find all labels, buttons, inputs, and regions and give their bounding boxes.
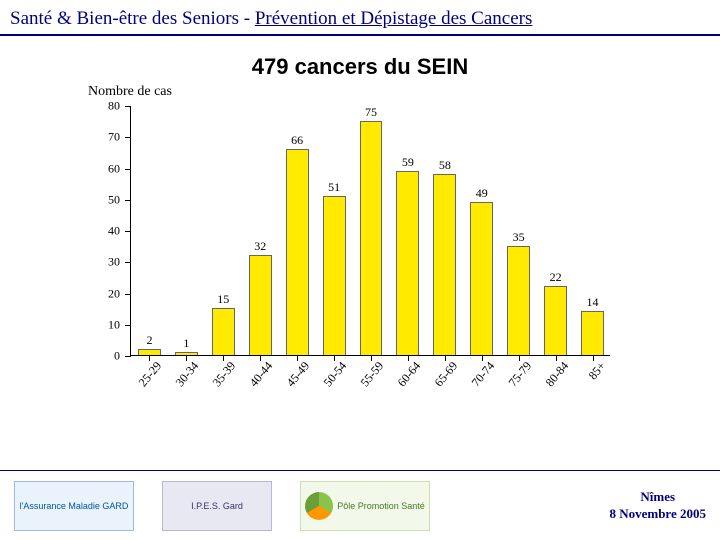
bar: 15 [212, 308, 235, 355]
bar-value-label: 49 [476, 186, 488, 201]
x-tick [408, 355, 409, 361]
x-tick [297, 355, 298, 361]
x-tick-label: 50-54 [321, 359, 350, 390]
bar-value-label: 15 [217, 292, 229, 307]
y-tick-label: 80 [108, 99, 120, 114]
chart-title: 479 cancers du SEIN [0, 54, 720, 80]
y-tick-label: 10 [108, 317, 120, 332]
y-tick [125, 356, 131, 357]
bar: 35 [507, 246, 530, 355]
x-tick [186, 355, 187, 361]
plot-area: 01020304050607080225-29130-341535-393240… [130, 106, 610, 356]
logo-assurance-maladie: l'Assurance Maladie GARD [14, 481, 134, 531]
y-tick [125, 294, 131, 295]
x-tick-label: 60-64 [395, 359, 424, 390]
x-tick [482, 355, 483, 361]
x-tick [556, 355, 557, 361]
x-tick-label: 85+ [585, 359, 609, 383]
x-tick-label: 30-34 [173, 359, 202, 390]
bar: 51 [323, 196, 346, 355]
y-tick-label: 70 [108, 130, 120, 145]
footer-date: 8 Novembre 2005 [609, 506, 706, 522]
footer-text: Nîmes 8 Novembre 2005 [609, 489, 706, 522]
bar: 66 [286, 149, 309, 355]
y-tick [125, 231, 131, 232]
x-tick [149, 355, 150, 361]
bar-value-label: 35 [513, 230, 525, 245]
bar-value-label: 1 [183, 336, 189, 351]
x-tick-label: 25-29 [136, 359, 165, 390]
logo3-label: Pôle Promotion Santé [337, 501, 425, 511]
bar-value-label: 75 [365, 105, 377, 120]
bar-value-label: 66 [291, 133, 303, 148]
y-axis-label: Nombre de cas [88, 84, 172, 100]
x-tick-label: 75-79 [505, 359, 534, 390]
x-tick-label: 35-39 [210, 359, 239, 390]
y-tick-label: 0 [114, 349, 120, 364]
y-tick-label: 40 [108, 224, 120, 239]
bar: 22 [544, 286, 567, 355]
bar: 75 [360, 121, 383, 355]
swirl-icon [305, 492, 333, 520]
x-tick-label: 70-74 [468, 359, 497, 390]
chart: Nombre de cas 0 10 20 30 40 50 60 70 80 2 25-29 1 30… [80, 86, 640, 416]
x-tick-label: 55-59 [358, 359, 387, 390]
bar-value-label: 22 [550, 270, 562, 285]
bar-value-label: 51 [328, 180, 340, 195]
x-tick-label: 45-49 [284, 359, 313, 390]
header-subtitle: Prévention et Dépistage des Cancers [255, 8, 533, 29]
footer: l'Assurance Maladie GARD I.P.E.S. Gard P… [0, 470, 720, 540]
x-tick-label: 40-44 [247, 359, 276, 390]
x-tick [593, 355, 594, 361]
bar-value-label: 14 [587, 295, 599, 310]
y-tick-label: 30 [108, 255, 120, 270]
y-tick-label: 60 [108, 161, 120, 176]
footer-city: Nîmes [609, 489, 706, 505]
bar: 49 [470, 202, 493, 355]
bar: 59 [396, 171, 419, 355]
x-tick [260, 355, 261, 361]
page-header: Santé & Bien-être des Seniors - Préventi… [0, 0, 720, 36]
header-prefix: Santé & Bien-être des Seniors - [10, 8, 255, 29]
bar: 14 [581, 311, 604, 355]
y-tick [125, 200, 131, 201]
y-tick [125, 106, 131, 107]
y-tick [125, 325, 131, 326]
x-tick [334, 355, 335, 361]
bar-value-label: 32 [254, 239, 266, 254]
y-tick [125, 262, 131, 263]
bar: 58 [433, 174, 456, 355]
x-tick [223, 355, 224, 361]
bar: 32 [249, 255, 272, 355]
x-tick-label: 65-69 [431, 359, 460, 390]
y-tick-label: 20 [108, 286, 120, 301]
bar-value-label: 59 [402, 155, 414, 170]
y-tick [125, 169, 131, 170]
x-tick [371, 355, 372, 361]
x-tick-label: 80-84 [542, 359, 571, 390]
logo-ipes-gard: I.P.E.S. Gard [162, 481, 272, 531]
logo-pole-promotion-sante: Pôle Promotion Santé [300, 481, 430, 531]
x-tick [519, 355, 520, 361]
y-tick-label: 50 [108, 192, 120, 207]
bar-value-label: 2 [146, 333, 152, 348]
x-tick [445, 355, 446, 361]
y-tick [125, 137, 131, 138]
bar-value-label: 58 [439, 158, 451, 173]
